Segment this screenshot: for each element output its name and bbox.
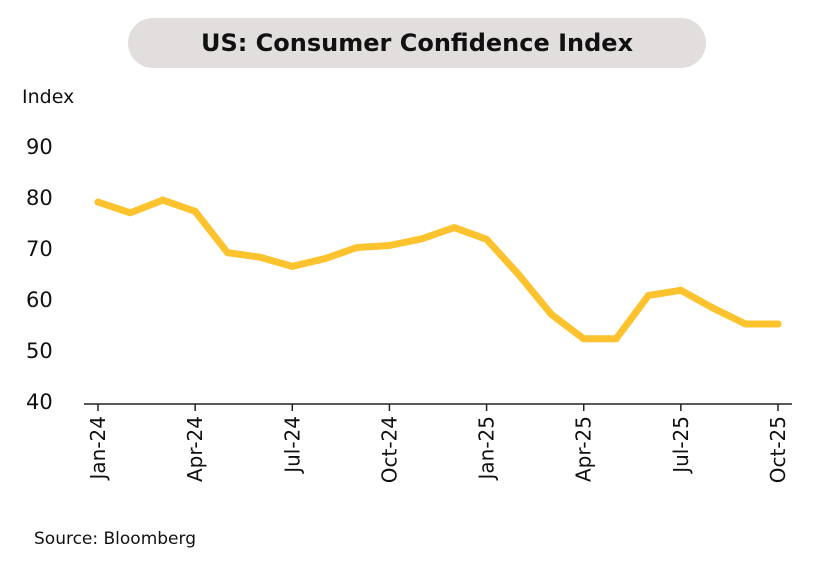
data-point-Jan-25	[483, 235, 491, 243]
data-point-Oct-24	[385, 241, 393, 249]
data-point-Mar-25	[547, 310, 555, 318]
source-note: Source: Bloomberg	[34, 529, 196, 549]
x-tick-label: Jan-24	[86, 416, 110, 482]
data-point-Apr-25	[580, 335, 588, 343]
data-point-Feb-24	[126, 209, 134, 217]
data-point-Jun-25	[644, 291, 652, 299]
data-point-Jul-25	[677, 286, 685, 294]
y-tick-label: 40	[26, 390, 53, 414]
data-point-Apr-24	[191, 207, 199, 215]
data-point-Sep-24	[353, 243, 361, 251]
data-point-Sep-25	[742, 320, 750, 328]
x-tick-label: Apr-24	[183, 416, 207, 482]
data-point-Jul-24	[288, 262, 296, 270]
chart-title-pill: US: Consumer Confidence Index	[128, 18, 706, 68]
x-tick-label: Jul-25	[669, 416, 693, 475]
x-tick-label: Apr-25	[572, 416, 596, 482]
x-tick-label: Oct-25	[766, 416, 790, 483]
x-tick-label: Oct-24	[377, 416, 401, 483]
y-tick-label: 80	[26, 186, 53, 210]
data-point-Jun-24	[256, 253, 264, 261]
data-point-Jan-24	[94, 198, 102, 206]
data-points	[94, 196, 782, 343]
y-axis-ticks: 40 50 60 70 80 90	[26, 135, 53, 414]
data-point-Oct-25	[774, 320, 782, 328]
series-line	[94, 196, 782, 343]
data-point-May-24	[224, 249, 232, 257]
y-axis-label: Index	[22, 86, 75, 108]
x-axis-ticks: Jan-24 Apr-24 Jul-24 Oct-24 Jan-25 Apr-25 Jul-…	[86, 404, 790, 483]
y-tick-label: 90	[26, 135, 53, 159]
y-tick-label: 60	[26, 288, 53, 312]
data-point-May-25	[612, 335, 620, 343]
x-tick-label: Jan-25	[475, 416, 499, 482]
data-point-Feb-25	[515, 271, 523, 279]
data-point-Aug-25	[709, 304, 717, 312]
data-point-Nov-24	[418, 235, 426, 243]
y-tick-label: 70	[26, 237, 53, 261]
data-point-Mar-24	[159, 196, 167, 204]
x-tick-label: Jul-24	[280, 416, 304, 475]
data-point-Dec-24	[450, 224, 458, 232]
y-tick-label: 50	[26, 339, 53, 363]
data-point-Aug-24	[321, 255, 329, 263]
chart-title: US: Consumer Confidence Index	[200, 29, 634, 57]
